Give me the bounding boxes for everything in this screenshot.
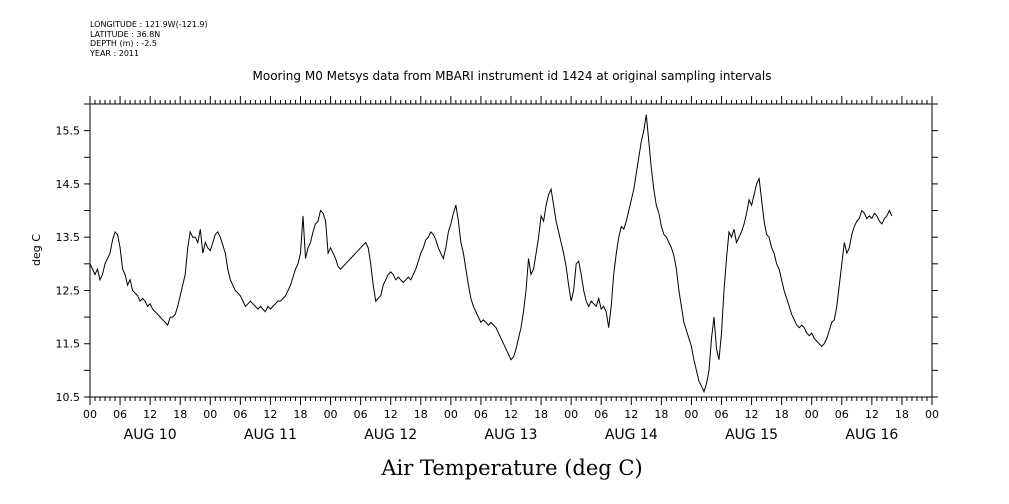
plot-frame [89, 103, 933, 398]
day-label: AUG 12 [364, 427, 417, 443]
x-tick-label: 18 [895, 408, 909, 421]
x-tick-label: 00 [444, 408, 458, 421]
x-tick-label: 00 [203, 408, 217, 421]
day-label: AUG 10 [124, 427, 177, 443]
x-tick-label: 06 [354, 408, 368, 421]
x-tick-label: 06 [233, 408, 247, 421]
x-tick-label: 18 [775, 408, 789, 421]
x-tick-label: 12 [504, 408, 518, 421]
y-tick-label: 13.5 [56, 231, 81, 244]
y-tick-label: 11.5 [56, 338, 81, 351]
year-label: YEAR : 2011 [90, 48, 140, 58]
tick-marks [84, 96, 938, 405]
y-tick-labels: 10.5 11.5 12.5 13.5 14.5 15.5 [56, 125, 81, 404]
day-label: AUG 14 [605, 427, 658, 443]
x-tick-label: 00 [83, 408, 97, 421]
x-tick-label: 18 [414, 408, 428, 421]
day-label: AUG 16 [845, 427, 898, 443]
x-axis-label: Air Temperature (deg C) [380, 456, 642, 480]
x-tick-label: 00 [324, 408, 338, 421]
x-tick-label: 12 [384, 408, 398, 421]
y-axis-label: deg C [30, 234, 43, 266]
latitude-label: LATITUDE : 36.8N [90, 29, 161, 39]
x-tick-label: 18 [534, 408, 548, 421]
x-tick-label: 06 [113, 408, 127, 421]
metadata-block: LONGITUDE : 121.9W(-121.9) LATITUDE : 36… [90, 20, 208, 58]
x-tick-label: 12 [143, 408, 157, 421]
day-label: AUG 15 [725, 427, 778, 443]
x-tick-label: 12 [745, 408, 759, 421]
x-tick-label: 00 [564, 408, 578, 421]
y-tick-label: 10.5 [56, 391, 81, 404]
chart-title: Mooring M0 Metsys data from MBARI instru… [253, 69, 772, 83]
x-tick-label: 12 [865, 408, 879, 421]
x-tick-label: 06 [835, 408, 849, 421]
x-tick-label: 12 [263, 408, 277, 421]
x-tick-label: 06 [715, 408, 729, 421]
day-label: AUG 11 [244, 427, 297, 443]
y-tick-label: 12.5 [56, 284, 81, 297]
x-tick-label: 18 [294, 408, 308, 421]
x-tick-label: 00 [925, 408, 939, 421]
x-tick-label: 12 [624, 408, 638, 421]
y-tick-label: 14.5 [56, 178, 81, 191]
temperature-line [89, 114, 893, 394]
x-tick-label: 00 [684, 408, 698, 421]
x-tick-label: 18 [654, 408, 668, 421]
x-tick-label: 00 [805, 408, 819, 421]
day-labels: AUG 10 AUG 11 AUG 12 AUG 13 AUG 14 AUG 15 AUG … [124, 427, 899, 443]
depth-label: DEPTH (m) : -2.5 [90, 39, 157, 48]
x-tick-labels: 00 06 12 18 00 06 12 18 00 06 12 18 00 06 12 18 00 06 12 18… [83, 408, 939, 421]
x-tick-label: 06 [594, 408, 608, 421]
x-tick-label: 18 [173, 408, 187, 421]
day-label: AUG 13 [485, 427, 538, 443]
x-tick-label: 06 [474, 408, 488, 421]
y-tick-label: 15.5 [56, 125, 81, 138]
longitude-label: LONGITUDE : 121.9W(-121.9) [90, 20, 208, 29]
